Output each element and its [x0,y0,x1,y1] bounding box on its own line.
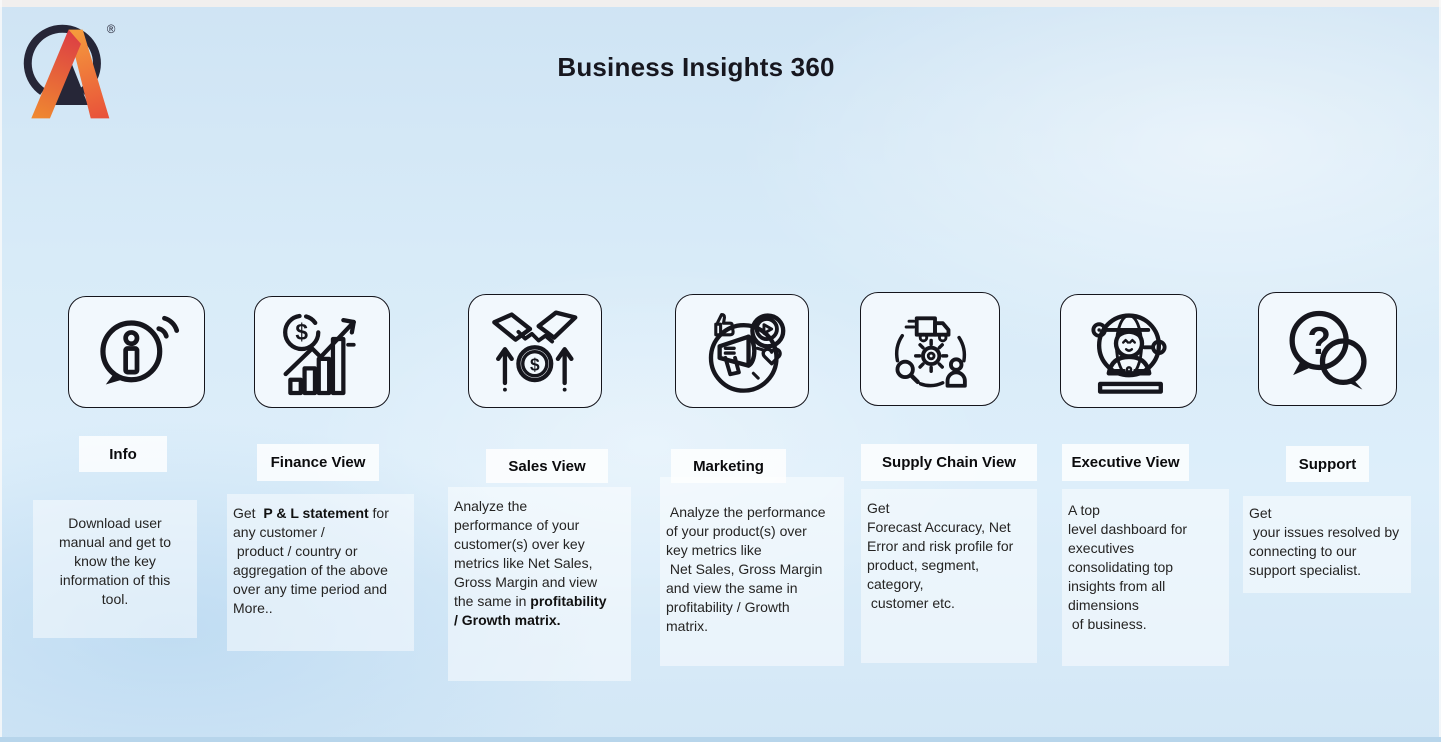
dollar-glyph: $ [530,354,540,374]
executive-view-card-title: Executive View [1062,444,1189,481]
marketing-card-title: Marketing [671,449,786,483]
supply-chain-desc-text: Get Forecast Accuracy, Net Error and ris… [867,500,1014,611]
executive-person-globe-icon [1090,313,1167,394]
support-chat-question-icon: ? [1289,310,1367,390]
marketing-card-description: Analyze the performance of your product(… [660,477,844,666]
logo-right-leg [68,29,110,119]
marketing-megaphone-icon [709,312,786,393]
logo-arc [23,24,101,95]
finance-growth-chart-icon: $ [283,313,357,395]
supply-chain-view-card-button[interactable] [860,292,1000,406]
logo-triangle [51,58,89,106]
info-card-description: Download user manual and get to know the… [33,500,197,638]
brand-a-logo: ® [23,24,116,119]
executive-view-card-description: A top level dashboard for executives con… [1062,489,1229,666]
dollar-glyph: $ [296,319,309,345]
support-card-description: Get your issues resolved by connecting t… [1243,496,1411,593]
info-card-title: Info [79,436,167,472]
top-window-strip [0,0,1441,7]
logo-left-leg [31,29,81,119]
info-card-button[interactable] [68,296,205,408]
finance-desc-bold-text: P & L statement [263,505,369,521]
sales-view-card-title: Sales View [486,449,608,483]
bottom-window-strip [0,737,1441,742]
supply-chain-view-card-description: Get Forecast Accuracy, Net Error and ris… [861,489,1037,663]
finance-view-card-button[interactable]: $ [254,296,390,408]
sales-handshake-growth-icon: $ [492,310,578,392]
question-glyph: ? [1307,320,1331,363]
info-desc-text: Download user manual and get to know the… [58,515,172,607]
support-card-title: Support [1286,446,1369,482]
finance-view-card-description: Get P & L statement for any customer / p… [227,494,414,651]
info-speech-bubble-icon [99,315,179,385]
finance-desc-text-2: for any customer / product / country or … [233,505,389,616]
marketing-card-button[interactable] [675,294,809,408]
finance-view-card-title: Finance View [257,444,379,481]
executive-desc-text: A top level dashboard for executives con… [1068,502,1188,632]
page-title: Business Insights 360 [557,52,835,82]
sales-desc-text: Analyze the performance of your customer… [454,498,598,609]
support-desc-text: Get your issues resolved by connecting t… [1249,505,1400,578]
marketing-desc-text: Analyze the performance of your product(… [666,504,826,634]
finance-desc-text: Get [233,505,264,521]
left-edge [0,0,2,742]
registered-mark: ® [107,24,116,36]
sales-view-card-button[interactable]: $ [468,294,602,408]
sales-desc-bold-text: profitability / Growth matrix. [454,593,607,628]
supply-chain-view-card-title: Supply Chain View [861,444,1037,481]
executive-view-card-button[interactable] [1060,294,1197,408]
right-edge [1439,0,1441,742]
support-card-button[interactable]: ? [1258,292,1397,406]
supply-chain-truck-gear-icon [894,316,967,388]
sales-view-card-description: Analyze the performance of your customer… [448,487,631,681]
